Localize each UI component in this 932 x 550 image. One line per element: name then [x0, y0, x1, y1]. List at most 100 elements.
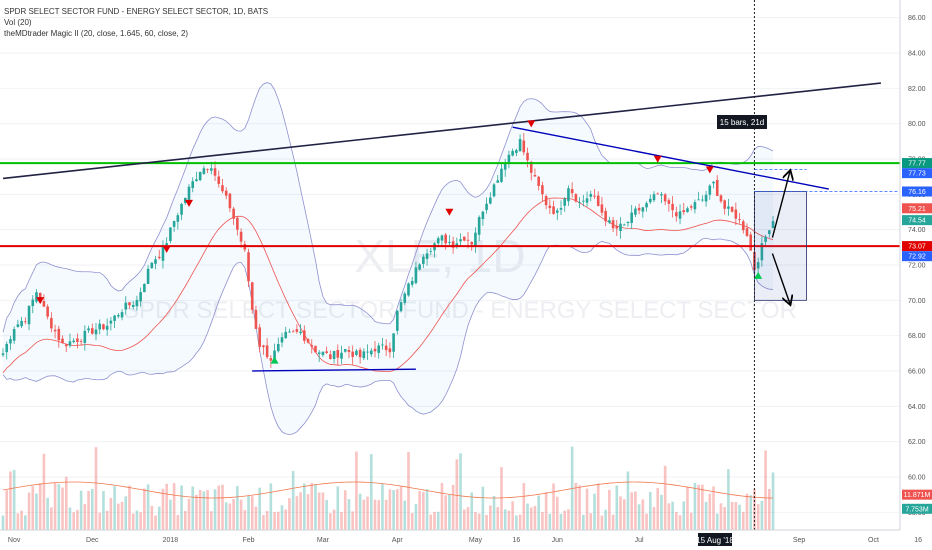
- volume-bar: [343, 490, 347, 530]
- candle-body: [734, 209, 738, 219]
- volume-bar: [637, 504, 641, 530]
- volume-bar: [198, 490, 202, 530]
- candle-body: [321, 351, 325, 356]
- volume-bar: [76, 510, 79, 530]
- candle-body: [440, 235, 444, 241]
- volume-bar: [117, 503, 120, 530]
- candle-body: [574, 194, 578, 202]
- candle-body: [143, 283, 146, 293]
- candle-body: [637, 207, 641, 211]
- candle-body: [466, 239, 470, 241]
- volume-bar: [325, 499, 328, 530]
- legend-symbol[interactable]: SPDR SELECT SECTOR FUND - ENERGY SELECT …: [4, 7, 269, 16]
- price-labels: 77.77 77.73 76.16 75.21 74.54 73.07 72.92 11.87…: [902, 158, 932, 514]
- volume-bar: [548, 513, 552, 530]
- candle-body: [451, 241, 455, 248]
- volume-bar: [351, 511, 354, 530]
- candle-body: [693, 202, 697, 210]
- legend-indicator[interactable]: theMDtrader Magic II (20, close, 1.645, …: [4, 29, 189, 38]
- time-axis[interactable]: NovDec2018FebMarAprMay16JunJulAugSepOct1…: [0, 529, 922, 544]
- candle-body: [489, 197, 492, 204]
- candle-body: [544, 196, 548, 206]
- candle-body: [113, 315, 116, 321]
- time-tick-label: 16: [512, 537, 520, 544]
- price-label-box: [902, 241, 932, 252]
- volume-bar: [414, 504, 418, 530]
- candle-body: [741, 221, 745, 231]
- volume-bar: [615, 485, 619, 530]
- volume-bar: [53, 482, 57, 530]
- volume-bar: [157, 506, 161, 530]
- candle-body: [448, 242, 451, 243]
- watermark-ticker: XLE, 1D: [354, 230, 525, 282]
- candle-body: [64, 344, 68, 347]
- volume-bar: [336, 486, 340, 530]
- volume-bar: [247, 495, 250, 530]
- price-label-box: [902, 489, 932, 500]
- candle-body: [310, 345, 314, 347]
- candle-body: [667, 200, 671, 204]
- candle-body: [213, 168, 217, 176]
- candle-body: [671, 203, 674, 211]
- volume-bar: [113, 486, 116, 530]
- volume-bars: [1, 446, 775, 530]
- candle-body: [701, 199, 704, 201]
- volume-bar: [756, 504, 760, 530]
- price-tick-label: 82.00: [908, 86, 926, 93]
- volume-bar: [150, 505, 154, 530]
- volume-bar: [451, 484, 455, 530]
- volume-bar: [72, 512, 75, 530]
- candle-body: [656, 193, 660, 195]
- candle-body: [150, 262, 154, 269]
- time-tick-label: Mar: [317, 537, 330, 544]
- volume-bar: [392, 490, 395, 530]
- candle-body: [511, 150, 514, 156]
- down-signal-marker: [705, 166, 714, 174]
- volume-bar: [310, 483, 314, 530]
- candles: [1, 133, 775, 368]
- candle-body: [329, 354, 332, 359]
- candle-body: [388, 348, 392, 353]
- volume-bar: [16, 513, 20, 530]
- volume-bar: [533, 505, 537, 530]
- down-signal-marker: [445, 208, 454, 216]
- volume-bar: [143, 488, 146, 530]
- volume-bar: [146, 484, 150, 530]
- watermark-name: SPDR SELECT SECTOR FUND - ENERGY SELECT …: [123, 297, 797, 324]
- volume-bar: [373, 499, 377, 530]
- candle-body: [336, 349, 340, 358]
- volume-bar: [645, 513, 648, 530]
- volume-bar: [94, 447, 98, 530]
- candle-body: [180, 204, 183, 215]
- volume-bar: [340, 512, 343, 530]
- candle-body: [727, 206, 730, 209]
- candle-body: [72, 340, 75, 343]
- volume-bar: [764, 450, 767, 530]
- volume-bar: [656, 488, 660, 530]
- volume-bar: [303, 483, 306, 530]
- candle-body: [46, 306, 49, 317]
- volume-bar: [496, 507, 500, 530]
- candle-body: [314, 345, 317, 353]
- volume-bar: [27, 492, 31, 530]
- price-axis[interactable]: 86.0084.0082.0080.0078.0076.0074.0072.00…: [899, 0, 926, 530]
- volume-bar: [135, 510, 139, 530]
- candle-body: [745, 228, 749, 236]
- volume-bar: [5, 490, 9, 530]
- candle-body: [250, 282, 254, 310]
- legend-volume[interactable]: Vol (20): [4, 18, 32, 27]
- volume-bar: [358, 493, 362, 530]
- down-projection-arrow: [771, 253, 790, 304]
- candle-body: [198, 172, 202, 181]
- candle-body: [533, 175, 537, 177]
- volume-bar: [87, 490, 90, 530]
- price-label: 77.77: [908, 161, 926, 168]
- candle-body: [355, 350, 358, 355]
- long-ma: [2, 82, 882, 180]
- volume-bar: [555, 496, 559, 530]
- candle-body: [563, 198, 567, 206]
- volume-bar: [388, 489, 392, 530]
- volume-bar: [652, 507, 656, 530]
- candle-body: [57, 328, 61, 341]
